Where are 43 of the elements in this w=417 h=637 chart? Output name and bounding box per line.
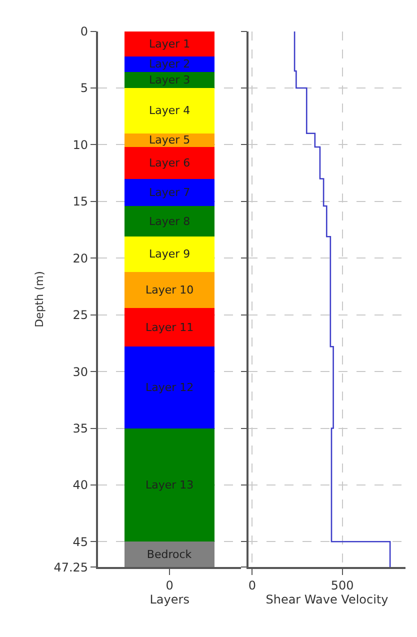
bar xyxy=(124,206,214,237)
series-label: Layer 3 xyxy=(149,74,190,87)
y-tick-label: 35 xyxy=(72,421,88,436)
x-tick-label: 0 xyxy=(248,578,256,592)
y-tick-label: 20 xyxy=(72,251,88,266)
bar xyxy=(124,178,214,206)
y-tick-label: 0 xyxy=(80,24,88,39)
series-label: Layer 10 xyxy=(146,283,194,296)
series-label: Layer 4 xyxy=(149,104,190,118)
bar xyxy=(124,346,214,428)
bar xyxy=(124,308,214,347)
series-label: Layer 11 xyxy=(146,320,194,334)
bar xyxy=(124,272,214,308)
series-label: Bedrock xyxy=(146,548,192,561)
bar xyxy=(124,88,214,134)
y-axis-title: Depth (m) xyxy=(32,271,46,328)
series-label: Layer 5 xyxy=(149,134,190,147)
bar xyxy=(124,542,214,568)
x-axis-title: Shear Wave Velocity xyxy=(266,592,388,607)
y-tick-label: 45 xyxy=(72,534,88,549)
series-label: Layer 13 xyxy=(146,478,194,492)
x-axis-title: Layers xyxy=(150,592,190,607)
bar xyxy=(124,31,214,56)
y-tick-label: 15 xyxy=(72,194,88,209)
bar xyxy=(124,147,214,179)
series-label: Layer 8 xyxy=(149,214,190,228)
y-tick-label: 30 xyxy=(72,364,88,379)
x-tick-label: 500 xyxy=(330,578,354,592)
series-label: Layer 7 xyxy=(149,186,190,199)
series-label: Layer 9 xyxy=(149,248,190,261)
series-label: Layer 12 xyxy=(146,380,194,394)
y-tick-label: 5 xyxy=(80,81,88,96)
series-label: Layer 6 xyxy=(149,156,190,170)
series-label: Layer 2 xyxy=(149,58,190,71)
bar xyxy=(124,72,214,88)
series-label: Layer 1 xyxy=(149,37,190,50)
y-tick-label: 25 xyxy=(72,308,88,322)
y-tick-label: 47.25 xyxy=(54,560,88,574)
bar xyxy=(124,236,214,272)
y-tick-label: 40 xyxy=(72,478,88,492)
y-tick-label: 10 xyxy=(72,138,88,152)
x-tick-label: 0 xyxy=(166,578,174,592)
bar xyxy=(124,428,214,542)
